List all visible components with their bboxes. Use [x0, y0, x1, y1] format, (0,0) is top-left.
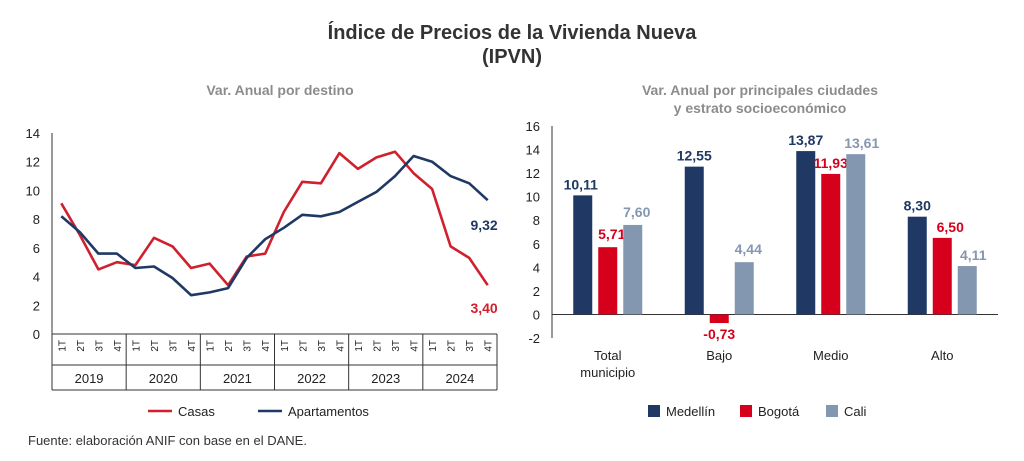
- data-label-cali: 13,61: [844, 135, 879, 151]
- bar-bogota-0: [598, 247, 618, 315]
- data-label-cali: 4,44: [735, 241, 762, 257]
- y-tick-label: 6: [533, 237, 540, 252]
- quarter-tick-label: 1T: [428, 340, 439, 352]
- legend-label-apartamentos: Apartamentos: [288, 404, 369, 419]
- category-label: Medio: [813, 348, 848, 363]
- quarter-tick-label: 3T: [94, 340, 105, 352]
- year-label: 2020: [149, 371, 178, 386]
- y-tick-label: 2: [33, 298, 40, 313]
- y-tick-label: 4: [33, 270, 40, 285]
- quarter-tick-label: 1T: [131, 340, 142, 352]
- legend-swatch-bogota: [740, 405, 752, 417]
- data-label-bogota: 6,50: [937, 219, 964, 235]
- quarter-tick-label: 4T: [113, 340, 124, 352]
- series-line-apartamentos: [60, 154, 489, 297]
- legend-label-bogota: Bogotá: [758, 404, 800, 419]
- legend-label-casas: Casas: [178, 404, 215, 419]
- category-label-line2: municipio: [580, 365, 635, 380]
- y-tick-label: 6: [33, 241, 40, 256]
- quarter-tick-label: 4T: [261, 340, 272, 352]
- data-label-medellin: 8,30: [904, 198, 931, 214]
- y-tick-label: 8: [33, 212, 40, 227]
- y-tick-label: -2: [528, 331, 540, 346]
- data-label-bogota: -0,73: [703, 326, 735, 342]
- end-label-casas: 3,40: [470, 300, 497, 316]
- quarter-tick-label: 2T: [298, 340, 309, 352]
- year-label: 2019: [75, 371, 104, 386]
- bar-cali-2: [846, 154, 866, 315]
- y-tick-label: 12: [526, 166, 540, 181]
- data-label-cali: 7,60: [623, 204, 650, 220]
- data-label-cali: 4,11: [960, 247, 987, 263]
- quarter-tick-label: 2T: [150, 340, 161, 352]
- bar-cali-1: [734, 262, 754, 315]
- category-label: Alto: [931, 348, 953, 363]
- data-label-medellin: 12,55: [677, 148, 712, 164]
- right-chart-subtitle-line1: Var. Anual por principales ciudades: [641, 82, 878, 98]
- bar-medellin-3: [907, 216, 927, 315]
- quarter-tick-label: 2T: [447, 340, 458, 352]
- bar-bogota-3: [932, 237, 952, 315]
- year-label: 2021: [223, 371, 252, 386]
- data-label-bogota: 11,93: [814, 155, 848, 171]
- quarter-tick-label: 1T: [206, 340, 217, 352]
- quarter-tick-label: 2T: [224, 340, 235, 352]
- year-label: 2024: [445, 371, 474, 386]
- quarter-tick-label: 4T: [484, 340, 495, 352]
- quarter-tick-label: 2T: [372, 340, 383, 352]
- y-tick-label: 10: [526, 190, 540, 205]
- bar-bogota-1: [709, 314, 729, 324]
- category-label: Bajo: [706, 348, 732, 363]
- y-tick-label: 4: [533, 260, 540, 275]
- quarter-tick-label: 1T: [280, 340, 291, 352]
- y-tick-label: 14: [26, 126, 40, 141]
- year-label: 2023: [371, 371, 400, 386]
- y-tick-label: 10: [26, 183, 40, 198]
- quarter-tick-label: 4T: [335, 340, 346, 352]
- left-chart-subtitle: Var. Anual por destino: [206, 82, 354, 98]
- legend-label-cali: Cali: [844, 404, 867, 419]
- data-label-medellin: 10,11: [564, 176, 598, 192]
- series-line-casas: [60, 150, 489, 287]
- year-label: 2022: [297, 371, 326, 386]
- quarter-tick-label: 1T: [354, 340, 365, 352]
- y-tick-label: 14: [526, 143, 540, 158]
- y-tick-label: 16: [526, 119, 540, 134]
- bar-medellin-0: [573, 195, 593, 315]
- quarter-tick-label: 3T: [169, 340, 180, 352]
- quarter-tick-label: 1T: [57, 340, 68, 352]
- bar-medellin-2: [796, 151, 816, 315]
- data-label-medellin: 13,87: [788, 132, 823, 148]
- legend-swatch-medellin: [648, 405, 660, 417]
- category-label: Total: [594, 348, 622, 363]
- legend-swatch-cali: [826, 405, 838, 417]
- quarter-tick-label: 4T: [410, 340, 421, 352]
- y-tick-label: 0: [533, 307, 540, 322]
- quarter-tick-label: 3T: [391, 340, 402, 352]
- legend-label-medellin: Medellín: [666, 404, 715, 419]
- y-tick-label: 2: [533, 284, 540, 299]
- y-tick-label: 12: [26, 155, 40, 170]
- right-chart-subtitle-line2: y estrato socioeconómico: [673, 100, 847, 116]
- data-label-bogota: 5,71: [598, 226, 625, 242]
- y-tick-label: 0: [33, 327, 40, 342]
- end-label-apartamentos: 9,32: [470, 217, 497, 233]
- quarter-tick-label: 2T: [76, 340, 87, 352]
- bar-cali-3: [957, 266, 977, 315]
- chart-title-line1: Índice de Precios de la Vivienda Nueva: [327, 22, 697, 44]
- source-note: Fuente: elaboración ANIF con base en el …: [28, 433, 307, 448]
- quarter-tick-label: 4T: [187, 340, 198, 352]
- bar-cali-0: [623, 224, 643, 315]
- bar-bogota-2: [821, 173, 841, 315]
- quarter-tick-label: 3T: [243, 340, 254, 352]
- quarter-tick-label: 3T: [317, 340, 328, 352]
- quarter-tick-label: 3T: [465, 340, 476, 352]
- y-tick-label: 8: [533, 213, 540, 228]
- bar-medellin-1: [684, 166, 704, 315]
- chart-title-line2: (IPVN): [482, 46, 542, 68]
